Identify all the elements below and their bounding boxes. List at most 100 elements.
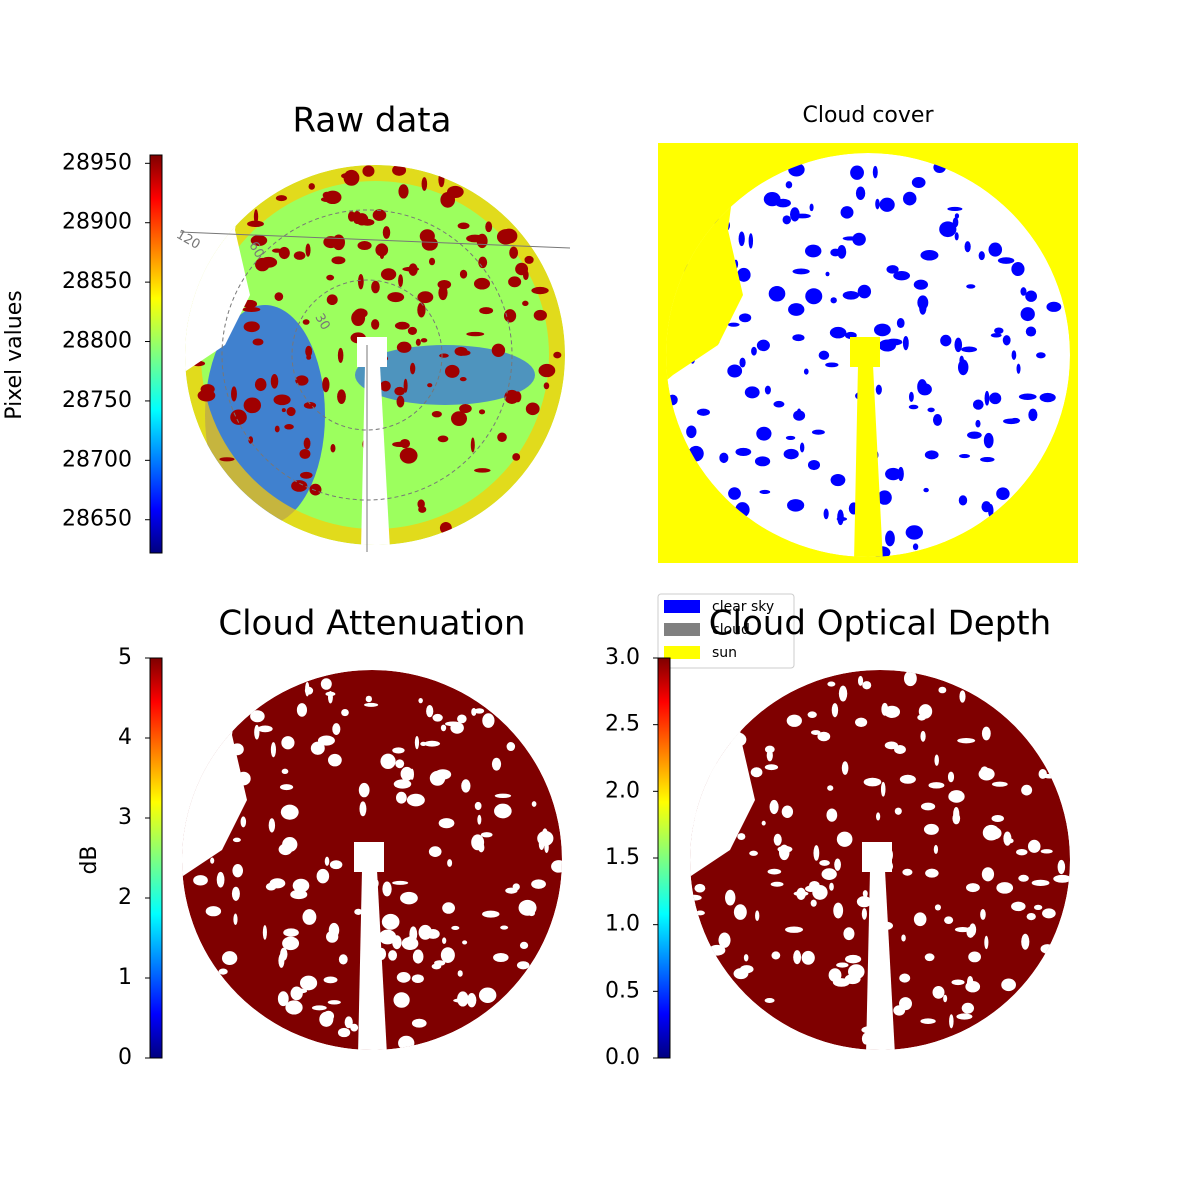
blob xyxy=(932,413,943,426)
blob xyxy=(242,307,261,312)
blob xyxy=(981,726,991,741)
blob xyxy=(274,292,284,301)
blob xyxy=(807,459,821,471)
blob xyxy=(826,808,838,822)
blob xyxy=(831,703,839,718)
blob xyxy=(439,521,452,535)
blob xyxy=(317,735,335,746)
blob xyxy=(461,779,471,793)
blob xyxy=(825,271,830,277)
blob xyxy=(934,754,939,766)
blob xyxy=(792,334,805,342)
blob xyxy=(792,268,810,275)
blob xyxy=(411,1018,427,1028)
blob xyxy=(332,723,341,736)
blob xyxy=(351,310,366,327)
blob xyxy=(491,757,502,771)
blob xyxy=(324,856,330,866)
blob xyxy=(280,804,299,820)
blob xyxy=(777,845,793,853)
blob xyxy=(987,827,1002,840)
blob xyxy=(961,1002,975,1014)
blob xyxy=(400,766,414,781)
blob xyxy=(503,309,517,323)
blob xyxy=(454,346,468,356)
blob xyxy=(855,717,868,727)
blob xyxy=(836,962,849,968)
blob xyxy=(544,841,549,854)
blob xyxy=(506,742,516,752)
blob xyxy=(989,392,1002,405)
blob xyxy=(528,909,535,917)
mast-block xyxy=(850,337,880,367)
blob xyxy=(327,753,342,767)
blob xyxy=(302,319,310,325)
blob xyxy=(1011,350,1017,360)
blob xyxy=(396,395,405,408)
blob xyxy=(290,889,308,900)
blob xyxy=(862,681,872,690)
blob xyxy=(805,288,823,305)
blob xyxy=(1021,933,1030,950)
blob xyxy=(437,435,449,443)
blob xyxy=(437,279,452,290)
blob xyxy=(769,799,779,815)
blob xyxy=(270,374,279,389)
blob xyxy=(362,165,375,177)
blob xyxy=(980,909,986,920)
blob xyxy=(903,670,917,687)
blob xyxy=(445,721,461,727)
blob xyxy=(1036,352,1046,359)
legend-label: clear sky xyxy=(712,599,774,615)
blob xyxy=(850,165,864,180)
blob xyxy=(966,284,976,289)
blob xyxy=(885,338,903,346)
blob xyxy=(412,949,424,964)
blob xyxy=(431,410,442,418)
blob xyxy=(770,881,784,887)
blob xyxy=(920,802,936,811)
blob xyxy=(842,290,860,300)
blob xyxy=(879,197,895,212)
panel-title: Raw data xyxy=(293,101,452,141)
blob xyxy=(231,886,240,901)
blob xyxy=(857,284,872,299)
blob xyxy=(748,233,754,249)
blob xyxy=(378,929,397,945)
blob xyxy=(764,998,775,1004)
blob xyxy=(836,831,853,847)
blob xyxy=(1040,944,1055,954)
blob xyxy=(966,926,975,938)
blob xyxy=(894,807,902,815)
blob xyxy=(980,766,989,776)
blob xyxy=(269,878,286,889)
blob xyxy=(396,341,412,353)
blob xyxy=(466,331,485,337)
blob xyxy=(411,974,424,984)
blob xyxy=(279,784,294,791)
blob xyxy=(381,913,400,930)
blob xyxy=(996,882,1014,894)
blob xyxy=(270,742,277,758)
blob xyxy=(295,375,309,386)
blob xyxy=(302,909,317,925)
blob xyxy=(257,725,273,733)
blob xyxy=(471,707,477,716)
blob xyxy=(292,878,310,893)
blob xyxy=(827,681,836,687)
blob xyxy=(958,453,971,459)
blob xyxy=(938,686,947,694)
blob xyxy=(394,386,405,396)
blob xyxy=(1046,301,1062,312)
blob xyxy=(440,947,455,963)
blob xyxy=(940,334,952,347)
blob xyxy=(827,785,834,791)
blob xyxy=(727,364,743,378)
blob xyxy=(328,922,340,938)
blob xyxy=(442,902,455,914)
blob xyxy=(282,936,300,951)
blob xyxy=(912,543,919,551)
blob xyxy=(829,326,847,339)
blob xyxy=(920,730,926,742)
blob xyxy=(981,867,995,882)
